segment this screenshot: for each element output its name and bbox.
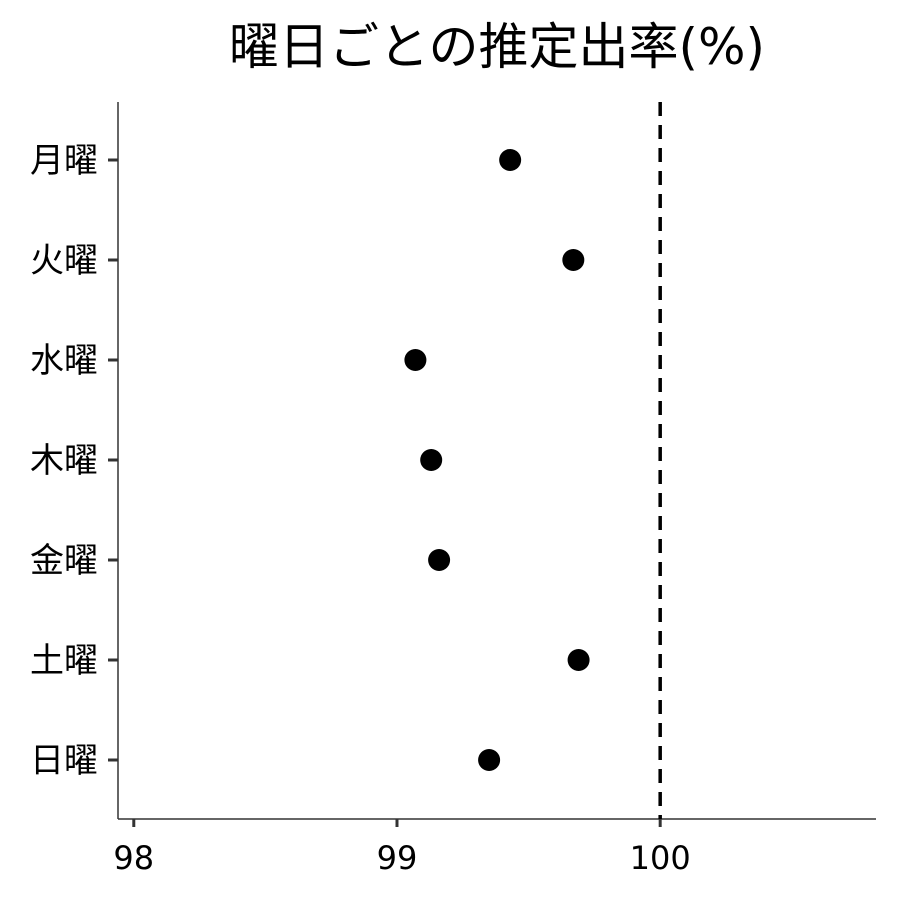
y-tick-label: 木曜 — [30, 441, 98, 481]
data-point — [499, 149, 522, 171]
data-point — [567, 649, 590, 671]
data-point — [428, 549, 451, 571]
x-tick-label: 98 — [113, 839, 154, 877]
y-tick-label: 土曜 — [30, 641, 98, 681]
data-point — [404, 349, 427, 371]
y-tick-label: 金曜 — [30, 541, 98, 581]
x-tick-label: 99 — [377, 839, 418, 877]
data-point — [420, 449, 443, 471]
y-tick-label: 月曜 — [30, 141, 98, 181]
data-point — [478, 749, 501, 771]
x-tick-label: 100 — [630, 839, 691, 877]
y-tick-label: 水曜 — [30, 341, 98, 381]
y-tick-label: 火曜 — [30, 241, 98, 281]
chart-title: 曜日ごとの推定出率(%) — [229, 18, 765, 76]
y-tick-label: 日曜 — [30, 741, 98, 781]
data-point — [562, 249, 585, 271]
